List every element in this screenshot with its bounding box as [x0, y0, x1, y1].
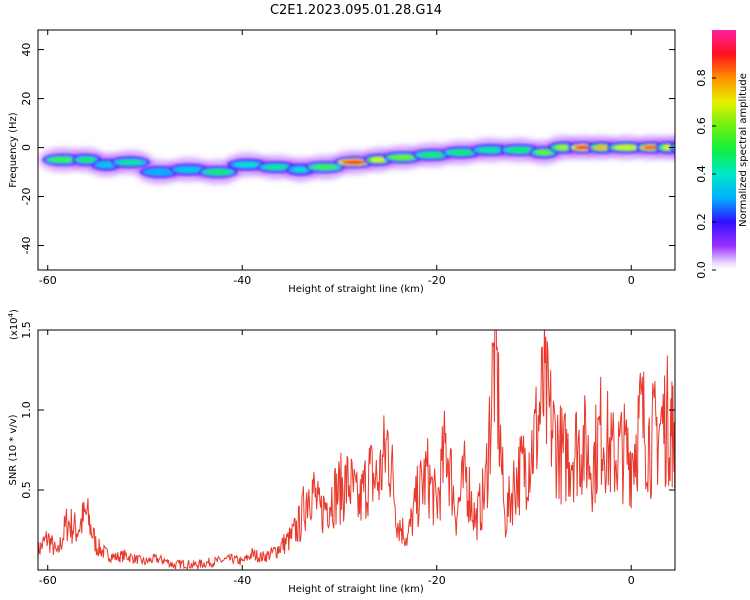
heatmap-cell-peak	[341, 160, 367, 165]
snr-x-tick-label: 0	[628, 574, 635, 587]
heatmap-cell-peak	[370, 157, 387, 162]
heatmap-cell-peak	[176, 167, 202, 172]
heatmap-cell-peak	[98, 162, 114, 167]
heatmap-cell-peak	[146, 170, 173, 175]
snr-x-ticks: -60 -40 -20 0	[39, 330, 635, 587]
snr-y-multiplier: (x104)	[7, 309, 20, 340]
spectrogram-x-tick-label: -60	[39, 274, 57, 287]
colorbar-tick-label: 0.8	[695, 69, 708, 87]
spectrogram-y-label: Frequency (Hz)	[8, 112, 19, 188]
heatmap-cell-peak	[448, 150, 474, 155]
snr-frame	[37, 329, 676, 571]
colorbar-tick-label: 0.2	[695, 213, 708, 231]
heatmap-cell-peak	[419, 152, 445, 157]
heatmap-cell-peak	[594, 145, 610, 150]
chart-title: C2E1.2023.095.01.28.G14	[270, 3, 442, 18]
snr-y-tick-label: 1.0	[20, 401, 33, 419]
spectrogram-x-tick-label: -20	[428, 274, 446, 287]
snr-y-tick-label: 1.5	[20, 321, 33, 339]
spectrogram-x-tick-label: 0	[628, 274, 635, 287]
heatmap-cell-peak	[390, 155, 416, 160]
spectrogram-x-ticks: -60 -40 -20 0	[39, 30, 635, 287]
heatmap-cell-peak	[506, 148, 532, 152]
heatmap-cell-peak	[205, 170, 231, 175]
colorbar-ticks: 0.0 0.2 0.4 0.6 0.8	[695, 69, 716, 279]
svg-text:(x104): (x104)	[7, 309, 20, 340]
spectrogram-x-label: Height of straight line (km)	[288, 284, 424, 295]
colorbar-tick-label: 0.6	[695, 117, 708, 135]
snr-x-label: Height of straight line (km)	[288, 584, 424, 595]
heatmap-cell-peak	[234, 162, 260, 167]
heatmap-cell-peak	[477, 148, 503, 152]
spectrogram-frame	[37, 29, 676, 271]
spectrogram-y-tick-label: -40	[20, 237, 33, 255]
colorbar: 0.0 0.2 0.4 0.6 0.8 Normalized spectral ampl…	[695, 30, 749, 279]
colorbar-tick-label: 0.4	[695, 165, 708, 183]
heatmap-cell-peak	[535, 150, 552, 155]
snr-series-line	[38, 330, 675, 570]
heatmap-cell-peak	[49, 157, 75, 162]
colorbar-label: Normalized spectral amplitude	[738, 73, 749, 227]
heatmap-cell-peak	[263, 165, 289, 170]
snr-panel: -60 -40 -20 0 0.5 1.0 1.5 Height of straight …	[7, 309, 676, 595]
spectrogram-core	[42, 141, 683, 179]
spectrogram-y-tick-label: -20	[20, 188, 33, 206]
heatmap-cell-peak	[292, 167, 309, 172]
snr-x-tick-label: -60	[39, 574, 57, 587]
snr-y-label: SNR (10 * v/v)	[8, 414, 19, 485]
spectrogram-y-ticks: -40 -20 0 20 40	[20, 43, 675, 255]
snr-x-tick-label: -40	[233, 574, 251, 587]
snr-y-ticks: 0.5 1.0 1.5	[20, 321, 675, 499]
snr-y-tick-label: 0.5	[20, 481, 33, 499]
heatmap-cell-peak	[312, 165, 338, 170]
colorbar-tick-label: 0.0	[695, 261, 708, 279]
heatmap-cell-peak	[574, 145, 591, 150]
spectrogram-y-tick-label: 0	[20, 144, 33, 151]
heatmap-cell-peak	[117, 160, 143, 165]
colorbar-gradient	[712, 30, 736, 270]
heatmap-cell-peak	[613, 145, 639, 150]
heatmap-cell-peak	[675, 146, 683, 150]
heatmap-cell-peak	[78, 157, 95, 162]
spectrogram-x-tick-label: -40	[233, 274, 251, 287]
snr-x-tick-label: -20	[428, 574, 446, 587]
spectrogram-heatmap	[38, 135, 683, 185]
spectrogram-panel: -60 -40 -20 0 -40 -20 0 20 40 Height of straigh…	[8, 29, 683, 295]
heatmap-cell-peak	[555, 145, 571, 150]
heatmap-cell-peak	[642, 145, 659, 150]
spectrogram-y-tick-label: 20	[20, 92, 33, 106]
spectrogram-y-tick-label: 40	[20, 43, 33, 57]
